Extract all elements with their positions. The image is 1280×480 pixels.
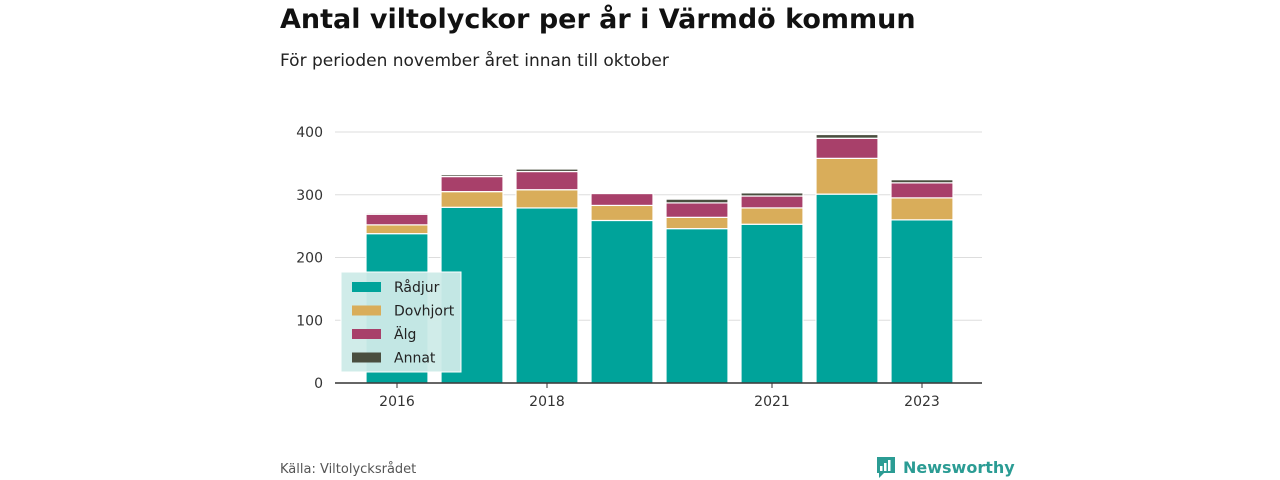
brand-name: Newsworthy <box>903 457 1015 477</box>
x-tick-label: 2023 <box>904 394 940 410</box>
bar-segment[interactable] <box>515 170 579 191</box>
chart-title: Antal viltolyckor per år i Värmdö kommun <box>280 4 916 35</box>
legend-swatch <box>352 352 381 363</box>
bar-segment[interactable] <box>890 219 954 384</box>
bar-segment[interactable] <box>440 191 504 208</box>
bar-segment[interactable] <box>815 133 879 139</box>
legend-label: Rådjur <box>394 279 440 296</box>
bar-segment[interactable] <box>590 192 654 207</box>
bar-segment[interactable] <box>365 224 429 235</box>
source-note: Källa: Viltolycksrådet <box>280 462 417 477</box>
legend-label: Annat <box>394 351 436 367</box>
y-tick-label: 200 <box>296 251 323 267</box>
legend-swatch <box>352 305 381 316</box>
bar-segment[interactable] <box>515 189 579 209</box>
bar-segment[interactable] <box>890 179 954 184</box>
bar-segment[interactable] <box>440 175 504 193</box>
bar-segment[interactable] <box>815 137 879 159</box>
bar-segment[interactable] <box>365 213 429 226</box>
bar-segment[interactable] <box>815 193 879 384</box>
bar-segment[interactable] <box>590 219 654 384</box>
y-tick-label: 100 <box>296 313 323 329</box>
legend-label: Dovhjort <box>394 304 455 320</box>
y-tick-label: 0 <box>314 376 323 392</box>
bar-segment[interactable] <box>365 212 429 215</box>
bar-segment[interactable] <box>515 207 579 384</box>
x-tick-label: 2018 <box>529 394 565 410</box>
bar-segment[interactable] <box>590 192 654 195</box>
legend-label: Älg <box>394 325 416 343</box>
x-tick-label: 2021 <box>754 394 790 410</box>
bar-segment[interactable] <box>740 207 804 225</box>
bar-segment[interactable] <box>665 202 729 218</box>
y-tick-label: 300 <box>296 188 323 204</box>
bar-segment[interactable] <box>815 157 879 195</box>
bar-segment[interactable] <box>740 195 804 209</box>
bar-segment[interactable] <box>665 228 729 384</box>
bar-segment[interactable] <box>515 168 579 173</box>
bar-segment[interactable] <box>590 204 654 222</box>
bar-segment[interactable] <box>665 198 729 204</box>
legend-swatch <box>352 329 381 339</box>
legend-swatch <box>352 282 381 292</box>
bar-segment[interactable] <box>740 192 804 197</box>
bar-segment[interactable] <box>890 197 954 221</box>
bar-segment[interactable] <box>440 174 504 178</box>
brand-logo[interactable]: Newsworthy <box>875 455 1015 479</box>
x-tick-label: 2016 <box>379 394 415 410</box>
newsworthy-chart-icon <box>877 457 895 478</box>
bar-segment[interactable] <box>890 182 954 199</box>
bar-segment[interactable] <box>740 223 804 384</box>
chart-subtitle: För perioden november året innan till ok… <box>280 51 669 71</box>
y-tick-label: 400 <box>296 125 323 141</box>
bar-segment[interactable] <box>665 216 729 230</box>
